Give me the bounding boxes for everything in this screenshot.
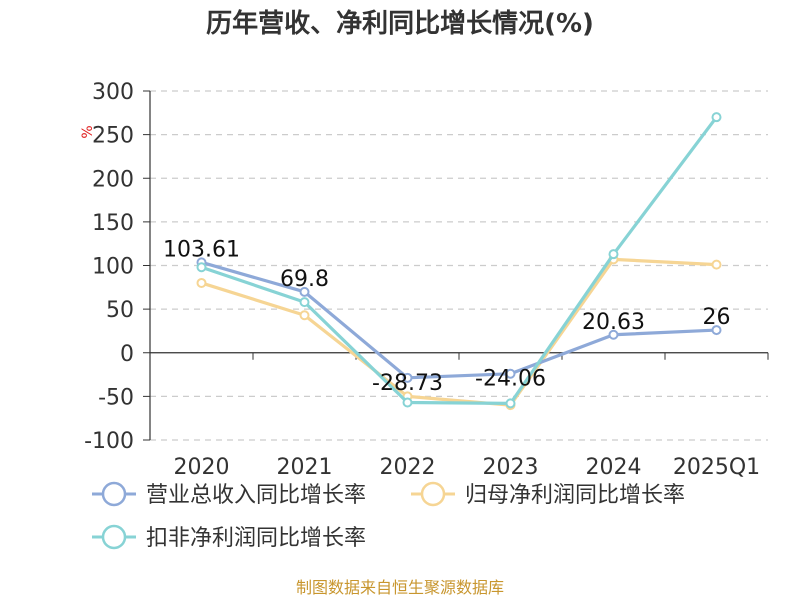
data-labels: 103.61 69.8 -28.73 -24.06 20.63 26 — [163, 237, 730, 395]
data-point — [402, 372, 413, 383]
data-point — [402, 397, 413, 408]
x-tick-label: 2022 — [380, 455, 436, 480]
y-tick-label: 150 — [92, 211, 134, 236]
data-label: 26 — [703, 305, 731, 330]
legend-swatch-marker — [101, 524, 127, 550]
data-label: 69.8 — [280, 267, 329, 292]
data-label: -24.06 — [475, 367, 546, 392]
data-point — [299, 286, 310, 297]
series-line — [201, 260, 717, 380]
data-point — [299, 297, 310, 308]
data-label: 103.61 — [163, 237, 240, 262]
x-tick-label: 2021 — [277, 455, 333, 480]
legend-swatch-marker — [420, 481, 446, 507]
data-point — [608, 249, 619, 260]
data-point — [608, 329, 619, 340]
y-tick-label: -50 — [98, 385, 134, 410]
y-axis: 300 250 200 150 100 50 0 -50 -100 — [84, 80, 151, 454]
data-point — [711, 112, 722, 123]
x-tick-label: 2023 — [483, 455, 539, 480]
x-tick-label: 2024 — [586, 455, 642, 480]
x-tick-label: 2020 — [174, 455, 230, 480]
series-line — [200, 116, 718, 405]
legend-swatch-marker — [101, 481, 127, 507]
chart-title: 历年营收、净利同比增长情况(%) — [206, 8, 594, 39]
y-tick-label: 300 — [92, 80, 134, 105]
x-tick-label: 2025Q1 — [673, 455, 760, 480]
data-label: -28.73 — [372, 371, 443, 396]
y-tick-label: 100 — [92, 255, 134, 280]
grid — [150, 90, 768, 441]
data-point — [196, 277, 207, 288]
y-tick-label: 50 — [106, 298, 134, 323]
data-point — [505, 398, 516, 409]
y-tick-label: 0 — [120, 342, 134, 367]
data-point — [505, 368, 516, 379]
data-point — [196, 262, 207, 273]
data-point — [711, 325, 722, 336]
y-tick-label: 200 — [92, 167, 134, 192]
x-axis: 2020 2021 2022 2023 2024 2025Q1 — [149, 352, 769, 480]
data-label: 20.63 — [582, 310, 645, 335]
legend-label: 扣非净利润同比增长率 — [146, 526, 366, 551]
legend-label: 归母净利润同比增长率 — [465, 483, 685, 508]
series-layer — [196, 112, 722, 411]
y-axis-unit: % — [80, 125, 96, 138]
data-point — [711, 259, 722, 270]
series-line — [201, 257, 717, 407]
legend-label: 营业总收入同比增长率 — [146, 483, 366, 508]
y-tick-label: 250 — [92, 124, 134, 149]
source-note: 制图数据来自恒生聚源数据库 — [296, 578, 504, 597]
data-point — [299, 310, 310, 321]
y-tick-label: -100 — [84, 429, 134, 454]
